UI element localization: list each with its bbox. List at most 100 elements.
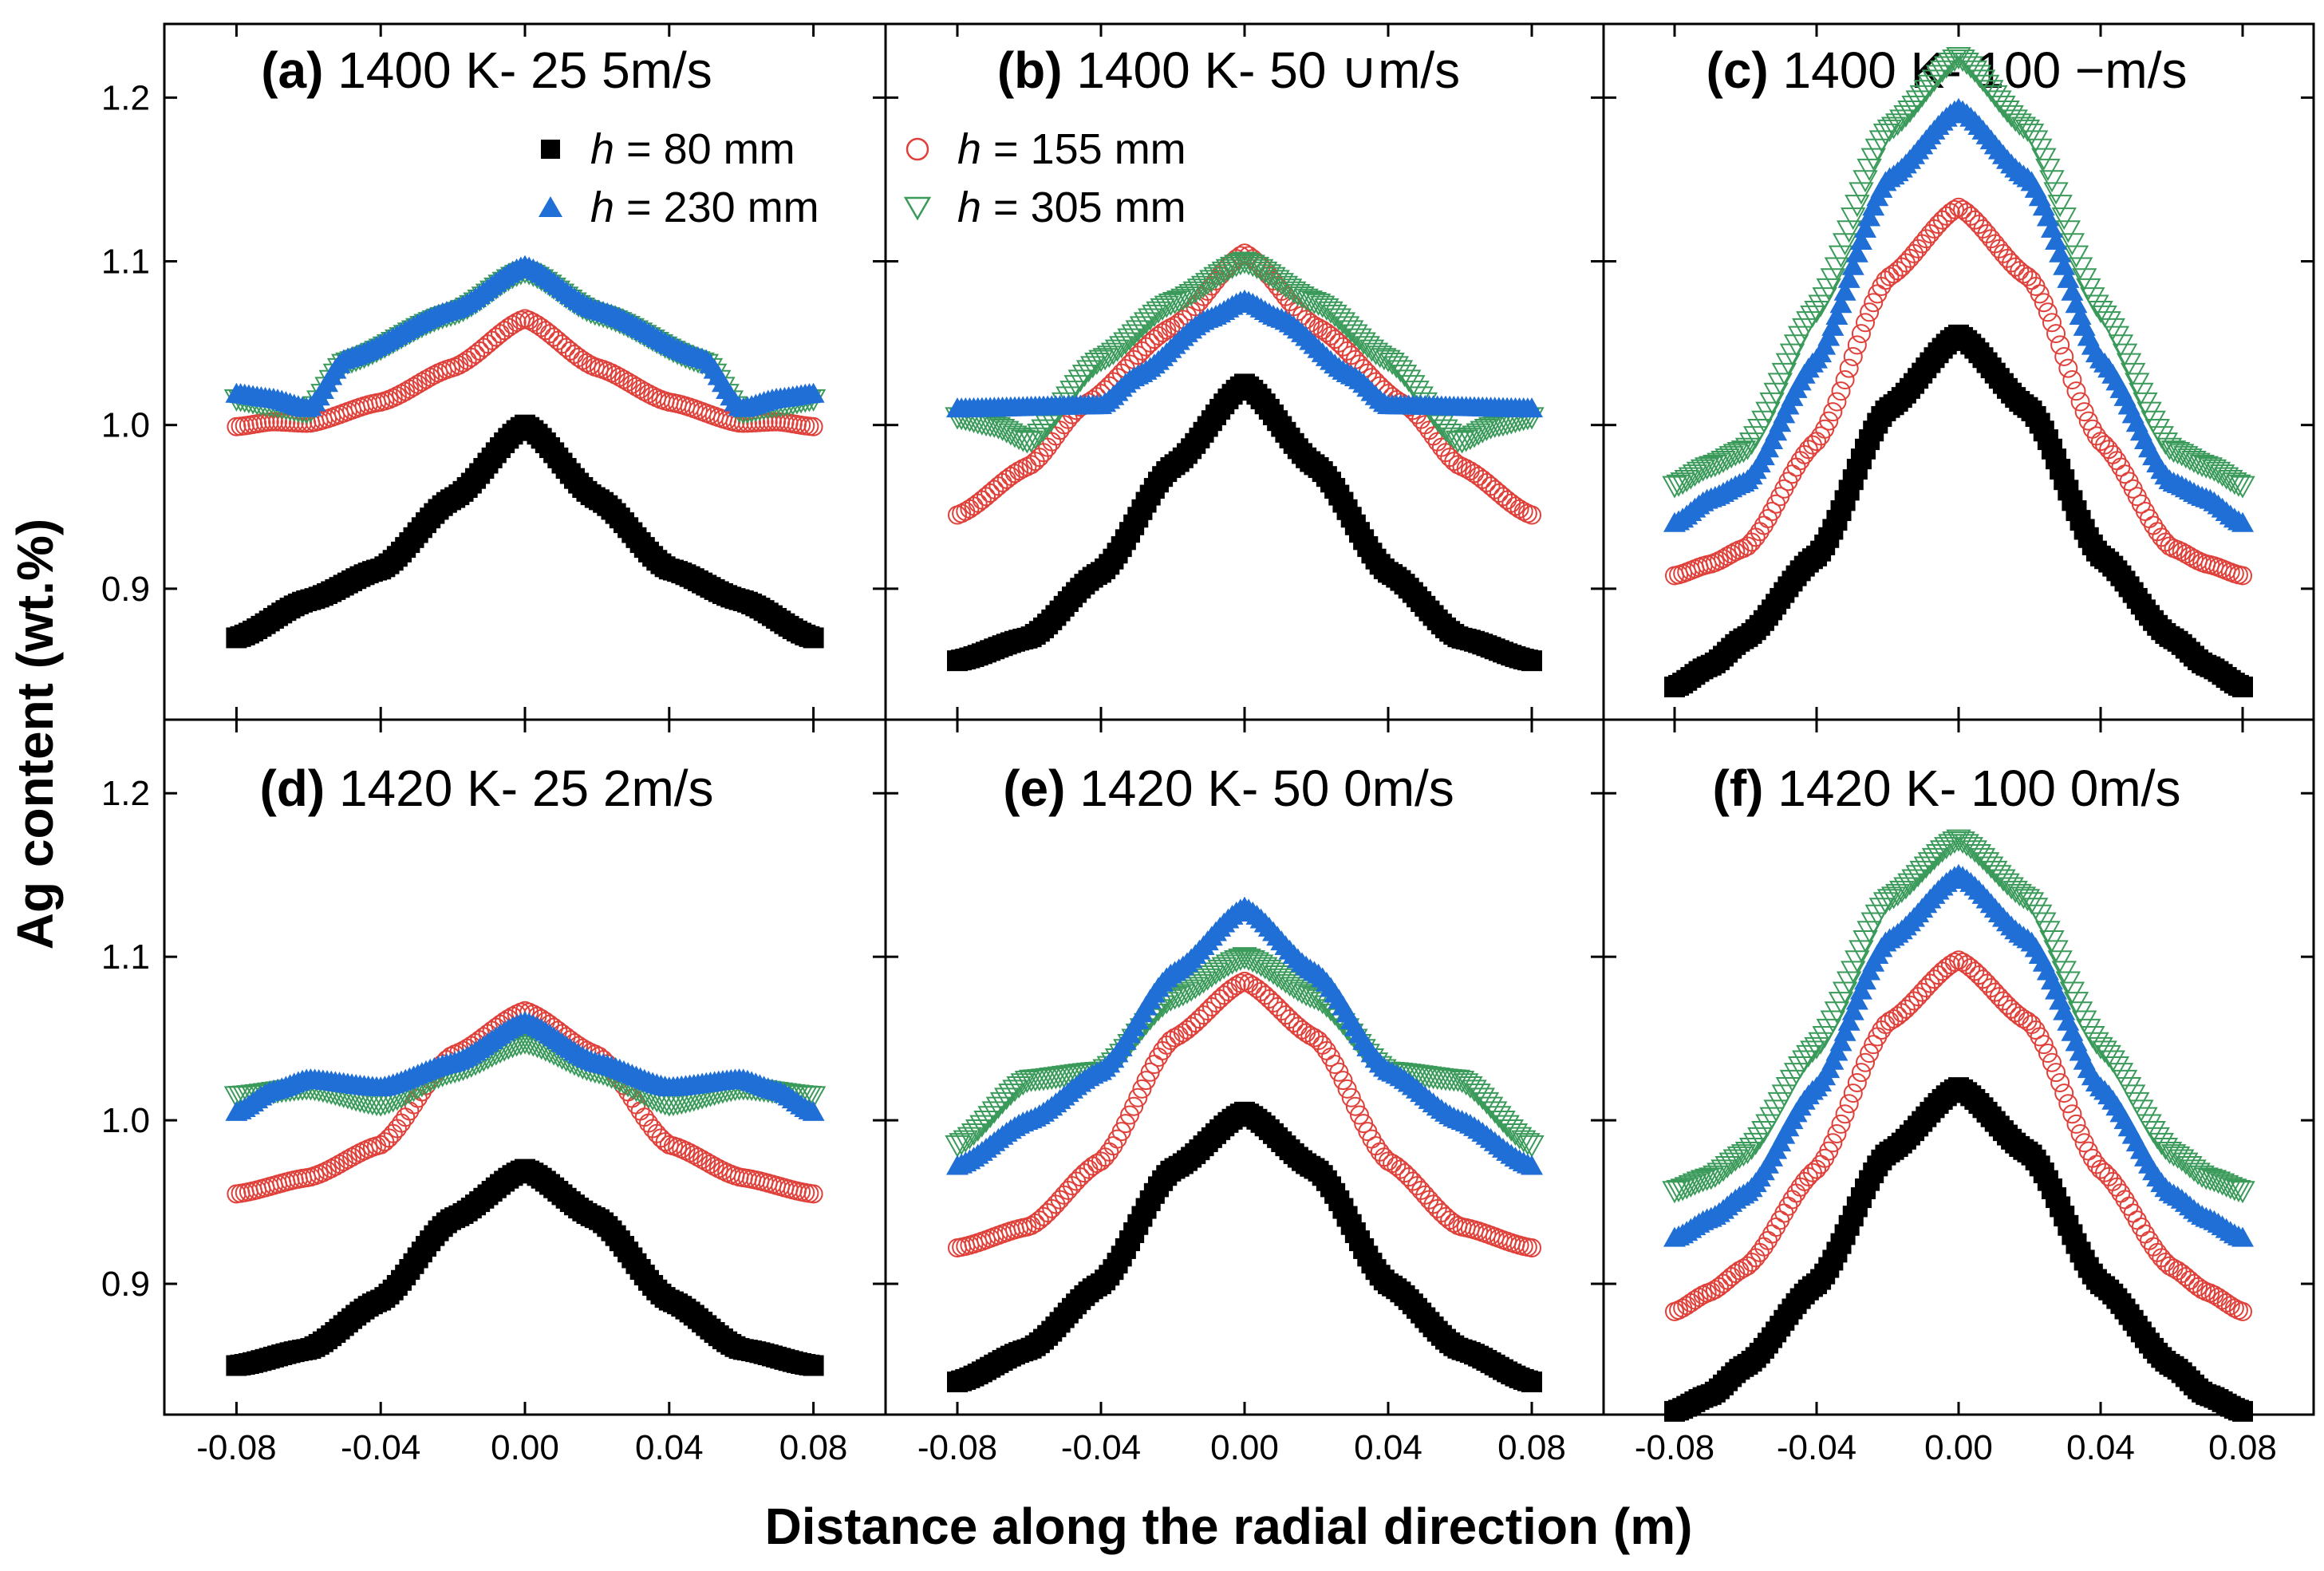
- series-h155: [227, 309, 823, 436]
- data-point: [1804, 1036, 1829, 1060]
- data-point: [957, 1127, 983, 1150]
- data-point: [1379, 353, 1405, 376]
- panel-title: (f) 1420 K- 100 0m/s: [1713, 760, 2181, 817]
- data-point: [1845, 989, 1868, 1010]
- data-point: [1821, 315, 1845, 336]
- data-point: [2111, 1183, 2131, 1203]
- data-point: [1458, 1076, 1483, 1099]
- data-point: [1269, 273, 1294, 296]
- data-point: [2053, 255, 2076, 275]
- data-point: [1104, 339, 1130, 362]
- data-point: [1124, 1096, 1144, 1116]
- legend-label: h = 230 mm: [590, 184, 819, 231]
- data-point: [1010, 1073, 1036, 1096]
- data-point: [1506, 1127, 1533, 1150]
- data-point: [1120, 1105, 1139, 1125]
- panel-letter: (b): [997, 41, 1063, 99]
- data-point: [2185, 1162, 2211, 1186]
- data-point: [1678, 1174, 1704, 1198]
- x-tick-label: -0.08: [917, 1428, 997, 1467]
- data-point: [803, 627, 824, 649]
- data-point: [2140, 1230, 2160, 1250]
- data-point: [2061, 280, 2084, 301]
- y-tick-label: 0.9: [101, 570, 150, 609]
- data-point: [1909, 85, 1935, 108]
- data-point: [2213, 1174, 2239, 1198]
- x-tick-label: -0.04: [1061, 1428, 1141, 1467]
- x-tick-label: 0.08: [2208, 1428, 2277, 1467]
- data-point: [1115, 1114, 1135, 1134]
- data-point: [1257, 959, 1282, 982]
- data-point: [1763, 382, 1789, 405]
- data-point: [2006, 883, 2032, 906]
- data-point: [1138, 308, 1163, 331]
- data-point: [1771, 1084, 1797, 1107]
- data-point: [2120, 1084, 2146, 1107]
- legend: h = 80 mm h = 155 mm h = 230 mm h = 305 mm: [539, 125, 1186, 231]
- data-point: [1478, 416, 1504, 440]
- data-point: [2233, 1301, 2252, 1321]
- data-point: [2226, 474, 2251, 497]
- data-point: [1858, 206, 1881, 227]
- x-tick-label: 0.00: [491, 1428, 559, 1467]
- data-point: [1978, 856, 2004, 879]
- y-tick-label: 1.1: [101, 937, 150, 977]
- data-point: [1437, 424, 1462, 447]
- data-point: [1345, 1096, 1365, 1116]
- series-h305: [1662, 47, 2255, 499]
- data-point: [1113, 332, 1138, 355]
- data-point: [1901, 869, 1927, 892]
- data-point: [1820, 268, 1846, 291]
- series-h80: [1664, 1077, 2253, 1422]
- data-point: [1449, 431, 1475, 454]
- data-point: [1966, 843, 1992, 867]
- data-point: [2049, 242, 2072, 262]
- data-point: [350, 1143, 370, 1162]
- data-point: [1301, 987, 1328, 1010]
- data-point: [1059, 381, 1085, 404]
- data-point: [1987, 865, 2012, 888]
- data-point: [2058, 358, 2078, 378]
- data-point: [1913, 856, 1939, 879]
- data-point: [1889, 880, 1915, 903]
- data-point: [1071, 365, 1098, 388]
- data-point: [1063, 375, 1089, 398]
- data-point: [1662, 1181, 1687, 1204]
- data-point: [1730, 440, 1757, 464]
- data-point: [1775, 353, 1801, 376]
- data-point: [1674, 1177, 1699, 1200]
- data-point: [2038, 302, 2058, 322]
- legend-label: h = 80 mm: [590, 125, 795, 173]
- y-tick-label: 0.9: [101, 1265, 150, 1304]
- data-point: [2222, 472, 2247, 495]
- legend-marker-triangle: [539, 196, 562, 217]
- series-h230: [1663, 97, 2254, 532]
- data-point: [1232, 251, 1257, 274]
- panel-c: (c) 1400 K- 100 −m/s: [1604, 24, 2314, 720]
- data-point: [965, 1119, 991, 1143]
- data-point: [1983, 860, 2008, 883]
- data-point: [2088, 1036, 2113, 1060]
- series-h155: [948, 971, 1541, 1257]
- data-point: [2010, 886, 2037, 910]
- data-point: [1847, 335, 1867, 355]
- data-point: [2043, 182, 2069, 205]
- data-point: [1841, 961, 1866, 984]
- data-point: [961, 1123, 987, 1147]
- data-point: [2230, 1181, 2255, 1204]
- data-point: [969, 1115, 995, 1138]
- data-point: [1817, 326, 1841, 346]
- data-point: [1014, 1071, 1040, 1094]
- data-point: [2181, 450, 2207, 474]
- data-point: [1371, 348, 1397, 371]
- data-point: [1950, 831, 1975, 855]
- data-point: [1694, 457, 1720, 480]
- data-point: [1796, 1044, 1821, 1068]
- data-point: [2050, 335, 2070, 355]
- x-tick-label: 0.08: [779, 1428, 848, 1467]
- data-point: [1823, 1133, 1843, 1153]
- y-tick-label: 1.2: [101, 774, 150, 813]
- data-point: [977, 1106, 1003, 1129]
- data-point: [2144, 515, 2164, 535]
- data-point: [1132, 1079, 1152, 1099]
